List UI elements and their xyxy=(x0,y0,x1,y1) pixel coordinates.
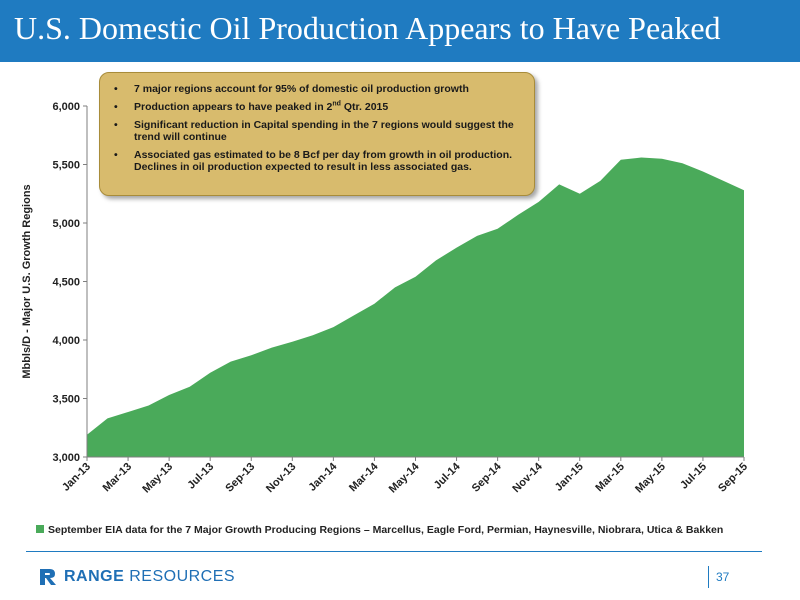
y-axis-label: Mbbls/D - Major U.S. Growth Regions xyxy=(21,184,33,378)
x-tick-label: May-14 xyxy=(387,460,422,495)
x-tick-label: Nov-13 xyxy=(264,461,298,495)
company-name-rest: RESOURCES xyxy=(124,568,236,585)
callout-bullet-2-sup: nd xyxy=(332,100,341,108)
x-tick-label: May-13 xyxy=(140,461,175,496)
y-tick-label: 3,500 xyxy=(52,394,80,406)
x-tick-label: Jan-14 xyxy=(306,460,340,494)
callout-bullet-3: Significant reduction in Capital spendin… xyxy=(114,119,522,143)
title-bar: U.S. Domestic Oil Production Appears to … xyxy=(0,0,800,62)
chart-legend: September EIA data for the 7 Major Growt… xyxy=(36,524,723,536)
x-tick-label: Jan-13 xyxy=(60,461,93,494)
y-tick-label: 3,000 xyxy=(52,452,80,464)
callout-bullet-1: 7 major regions account for 95% of domes… xyxy=(114,83,522,95)
legend-label: September EIA data for the 7 Major Growt… xyxy=(48,524,724,536)
callout-bullet-2: Production appears to have peaked in 2nd… xyxy=(114,100,522,114)
footer-divider xyxy=(26,551,762,552)
x-tick-label: Mar-14 xyxy=(347,460,381,494)
company-name-bold: RANGE xyxy=(64,568,125,585)
page-number-divider xyxy=(708,566,709,588)
callout-bullet-4: Associated gas estimated to be 8 Bcf per… xyxy=(114,149,522,173)
x-tick-label: Nov-14 xyxy=(510,460,545,495)
page-title: U.S. Domestic Oil Production Appears to … xyxy=(14,10,721,46)
callout-bullet-4-text: Associated gas estimated to be 8 Bcf per… xyxy=(134,149,513,173)
x-tick-label: Jul-14 xyxy=(432,460,464,492)
company-logo: RANGE RESOURCES xyxy=(38,566,235,588)
production-chart: 3,000 3,500 4,000 4,500 5,000 5,500 6,000 Jan-1… xyxy=(21,101,750,496)
x-tick-label: Jul-13 xyxy=(185,461,216,492)
production-area xyxy=(87,157,744,457)
x-tick-label: Sep-15 xyxy=(716,461,750,495)
x-tick-label: Sep-14 xyxy=(470,460,505,495)
page-number: 37 xyxy=(716,570,730,584)
callout-bullet-1-text: 7 major regions account for 95% of domes… xyxy=(134,83,469,95)
y-tick-label: 5,500 xyxy=(52,160,80,172)
x-tick-label: Jan-15 xyxy=(553,461,586,494)
legend-swatch xyxy=(36,525,44,533)
company-name: RANGE RESOURCES xyxy=(64,568,235,586)
x-tick-label: Mar-15 xyxy=(593,461,627,495)
x-tick-label: Sep-13 xyxy=(223,461,257,495)
y-tick-label: 6,000 xyxy=(52,101,80,113)
callout-bullet-2-post: Qtr. 2015 xyxy=(340,101,389,113)
y-tick-label: 4,500 xyxy=(52,277,80,289)
y-tick-label: 5,000 xyxy=(52,218,80,230)
x-tick-label: Jul-15 xyxy=(678,461,709,492)
callout-bullet-3-text: Significant reduction in Capital spendin… xyxy=(134,119,514,143)
callout-bullet-2-pre: Production appears to have peaked in 2 xyxy=(134,101,333,113)
y-tick-label: 4,000 xyxy=(52,335,80,347)
range-logo-icon xyxy=(40,569,56,585)
x-tick-label: May-15 xyxy=(633,461,668,496)
x-tick-label: Mar-13 xyxy=(101,461,135,495)
callout-box: 7 major regions account for 95% of domes… xyxy=(99,72,535,196)
